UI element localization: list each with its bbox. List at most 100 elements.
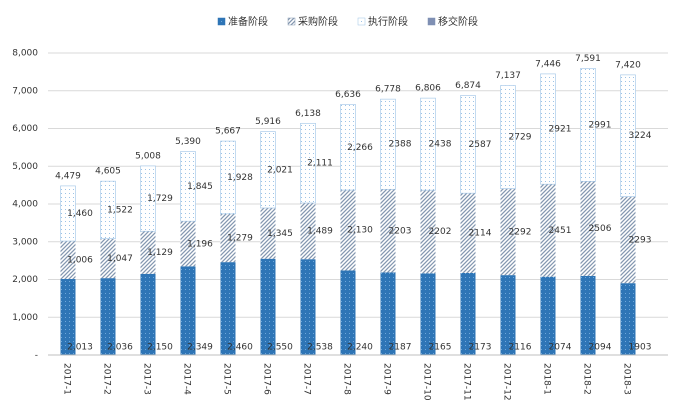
- data-label: 1,129: [147, 248, 173, 258]
- x-tick-label: 2017-1: [62, 363, 72, 395]
- data-label: 3224: [629, 131, 652, 141]
- data-label: 2991: [589, 120, 612, 130]
- x-tick-label: 2017-5: [222, 363, 232, 395]
- data-label: 2,150: [147, 343, 173, 353]
- data-label: 2,021: [267, 165, 293, 175]
- total-label: 7,137: [495, 71, 521, 81]
- bar-segment: [540, 184, 556, 277]
- y-tick-label: -: [35, 351, 38, 361]
- x-tick-label: 2017-10: [422, 363, 432, 401]
- data-label: 2506: [589, 224, 612, 234]
- bar-segment: [60, 279, 76, 355]
- x-tick-label: 2017-9: [382, 363, 392, 395]
- total-label: 6,778: [375, 85, 401, 95]
- y-tick-label: 6,000: [12, 124, 38, 134]
- data-label: 2,130: [347, 226, 373, 236]
- bar-segment: [420, 273, 436, 355]
- bar-segment: [60, 185, 76, 242]
- legend-label: 采购阶段: [298, 15, 338, 28]
- bar-segment: [500, 188, 516, 276]
- data-label: 2,036: [107, 343, 133, 353]
- bar-segment: [300, 259, 316, 355]
- bar-segment: [140, 231, 156, 274]
- total-label: 5,667: [215, 127, 241, 137]
- bar-segment: [300, 202, 316, 260]
- data-label: 2921: [549, 125, 572, 135]
- data-label: 2173: [469, 343, 492, 353]
- data-label: 1,729: [147, 194, 173, 204]
- data-label: 1,845: [187, 182, 213, 192]
- data-label: 2451: [549, 226, 572, 236]
- bar-segment: [100, 278, 116, 355]
- total-label: 5,390: [175, 137, 201, 147]
- data-label: 1,279: [227, 233, 253, 243]
- total-label: 5,916: [255, 117, 281, 127]
- data-label: 2,538: [307, 343, 333, 353]
- data-label: 1,522: [107, 205, 133, 215]
- y-tick-label: 2,000: [12, 275, 38, 285]
- data-label: 2388: [389, 140, 412, 150]
- bar-segment: [620, 196, 636, 284]
- data-label: 2074: [549, 343, 572, 353]
- bar-segment: [180, 266, 196, 355]
- data-label: 1903: [629, 343, 652, 353]
- bar-segment: [140, 165, 156, 232]
- data-label: 2165: [429, 343, 452, 353]
- data-label: 2116: [509, 343, 532, 353]
- data-label: 1,006: [67, 256, 93, 266]
- data-label: 1,489: [307, 227, 333, 237]
- data-label: 2293: [629, 235, 652, 245]
- x-tick-label: 2017-3: [142, 363, 152, 395]
- data-label: 2587: [469, 140, 492, 150]
- total-label: 5,008: [135, 151, 161, 161]
- bar-segment: [140, 273, 156, 355]
- data-label: 2,013: [67, 343, 93, 353]
- data-label: 1,928: [227, 173, 253, 183]
- bar-segment: [460, 272, 476, 355]
- legend-swatch: [357, 17, 366, 26]
- bar-segment: [220, 262, 236, 355]
- data-label: 2729: [509, 133, 532, 143]
- data-label: 2,349: [187, 343, 213, 353]
- bar-segment: [580, 275, 596, 355]
- y-tick-label: 7,000: [12, 86, 38, 96]
- bar-segment: [620, 74, 636, 197]
- x-tick-label: 2018-3: [622, 363, 632, 395]
- x-tick-label: 2017-2: [102, 363, 112, 395]
- data-label: 2438: [429, 140, 452, 150]
- data-label: 1,345: [267, 229, 293, 239]
- y-tick-label: 3,000: [12, 237, 38, 247]
- bar-segment: [380, 272, 396, 355]
- total-label: 6,636: [335, 90, 361, 100]
- bar-segment: [340, 270, 356, 355]
- data-label: 2187: [389, 343, 412, 353]
- total-label: 7,420: [615, 60, 641, 70]
- x-tick-label: 2018-1: [542, 363, 552, 395]
- bar-segment: [220, 213, 236, 263]
- bar-segment: [380, 98, 396, 190]
- bar-segment: [500, 85, 516, 189]
- x-tick-label: 2017-12: [502, 363, 512, 401]
- data-label: 2202: [429, 227, 452, 237]
- data-label: 2292: [509, 227, 532, 237]
- data-label: 2,240: [347, 343, 373, 353]
- y-tick-label: 5,000: [12, 162, 38, 172]
- bar-segment: [260, 131, 276, 209]
- bar-segment: [540, 276, 556, 355]
- data-label: 2,266: [347, 143, 373, 153]
- bar-segment: [180, 151, 196, 222]
- legend-label: 执行阶段: [368, 15, 408, 28]
- x-tick-label: 2017-11: [462, 363, 472, 401]
- bar-segment: [60, 241, 76, 280]
- data-label: 2203: [389, 226, 412, 236]
- data-label: 1,047: [107, 254, 133, 264]
- total-label: 6,806: [415, 84, 441, 94]
- legend-swatch: [287, 17, 296, 26]
- legend-swatch: [217, 17, 226, 26]
- bar-segment: [420, 97, 436, 191]
- total-label: 7,591: [575, 54, 601, 64]
- bar-segment: [260, 258, 276, 355]
- bar-segment: [580, 181, 596, 276]
- data-label: 1,196: [187, 239, 213, 249]
